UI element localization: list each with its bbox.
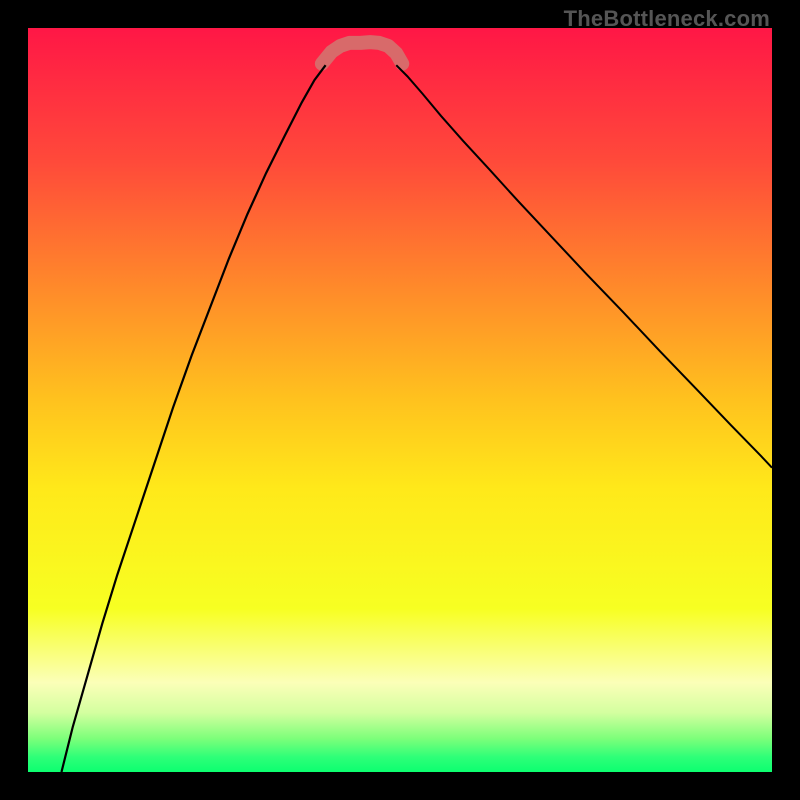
chart-frame: TheBottleneck.com — [0, 0, 800, 800]
curve-left — [61, 65, 325, 772]
highlight-segment — [322, 42, 402, 64]
curve-layer — [28, 28, 772, 772]
plot-area — [28, 28, 772, 772]
watermark-text: TheBottleneck.com — [564, 6, 770, 32]
curve-right — [396, 65, 772, 468]
